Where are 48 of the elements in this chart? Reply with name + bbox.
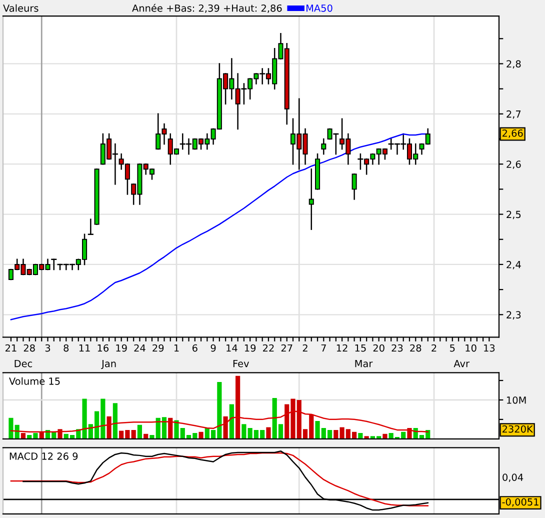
x-tick-label: 5 (450, 344, 455, 352)
x-tick-label: 9 (210, 344, 216, 352)
annotation: 2,66 (502, 129, 523, 138)
y-tick-label: 2,8 (506, 60, 521, 69)
x-tick-label: 13 (484, 344, 495, 352)
x-tick-label: 22 (263, 344, 274, 352)
text: Avr (454, 360, 470, 368)
y-tick-label: 2,3 (506, 311, 521, 320)
x-tick-label: 8 (64, 344, 69, 352)
x-tick-label: 14 (226, 344, 238, 352)
x-tick-label: 1 (174, 344, 179, 352)
text: Mar (355, 360, 373, 368)
x-tick-label: 28 (24, 344, 35, 352)
legend-label: MA50 (306, 4, 332, 12)
y-tick-label: 2,6 (506, 160, 521, 169)
x-tick-label: 10 (466, 344, 476, 352)
x-tick-label: 20 (373, 344, 384, 352)
text: 0,04 (502, 474, 524, 482)
chart-title: MACD 12 26 9 (10, 452, 78, 460)
text: Jan (101, 360, 116, 370)
x-tick-label: 21 (5, 344, 16, 352)
x-tick-label: 19 (244, 344, 256, 352)
x-tick-label: 24 (134, 344, 146, 352)
y-tick-label: 10M (507, 396, 526, 404)
chart-subtitle: Année +Bas: 2,39 +Haut: 2,86 (132, 4, 282, 13)
y-tick-label: 2,5 (506, 210, 521, 220)
y-tick-label: 2,4 (506, 260, 521, 270)
x-tick-label: 7 (321, 344, 326, 352)
x-tick-label: 3 (45, 344, 50, 352)
x-tick-label: 6 (192, 344, 198, 352)
x-tick-label: 27 (281, 344, 292, 352)
x-tick-label: 29 (152, 344, 164, 352)
annotation: -0,0051 (502, 498, 538, 507)
x-tick-label: 11 (79, 344, 90, 352)
chart-title: Volume 15 (9, 377, 60, 385)
text: Fev (233, 360, 249, 368)
x-tick-label: 15 (355, 344, 366, 352)
x-tick-label: 23 (392, 344, 403, 352)
x-tick-label: 19 (116, 344, 127, 352)
y-tick-label: 2,7 (506, 110, 521, 119)
x-tick-label: 28 (410, 344, 422, 352)
x-tick-label: 12 (336, 344, 348, 352)
annotation: 2320K (502, 425, 534, 433)
chart-title: Valeurs (3, 4, 38, 12)
x-tick-label: 2 (302, 344, 308, 352)
text: Dec (14, 360, 32, 368)
x-tick-label: 2 (432, 344, 436, 352)
x-tick-label: 16 (98, 344, 109, 352)
